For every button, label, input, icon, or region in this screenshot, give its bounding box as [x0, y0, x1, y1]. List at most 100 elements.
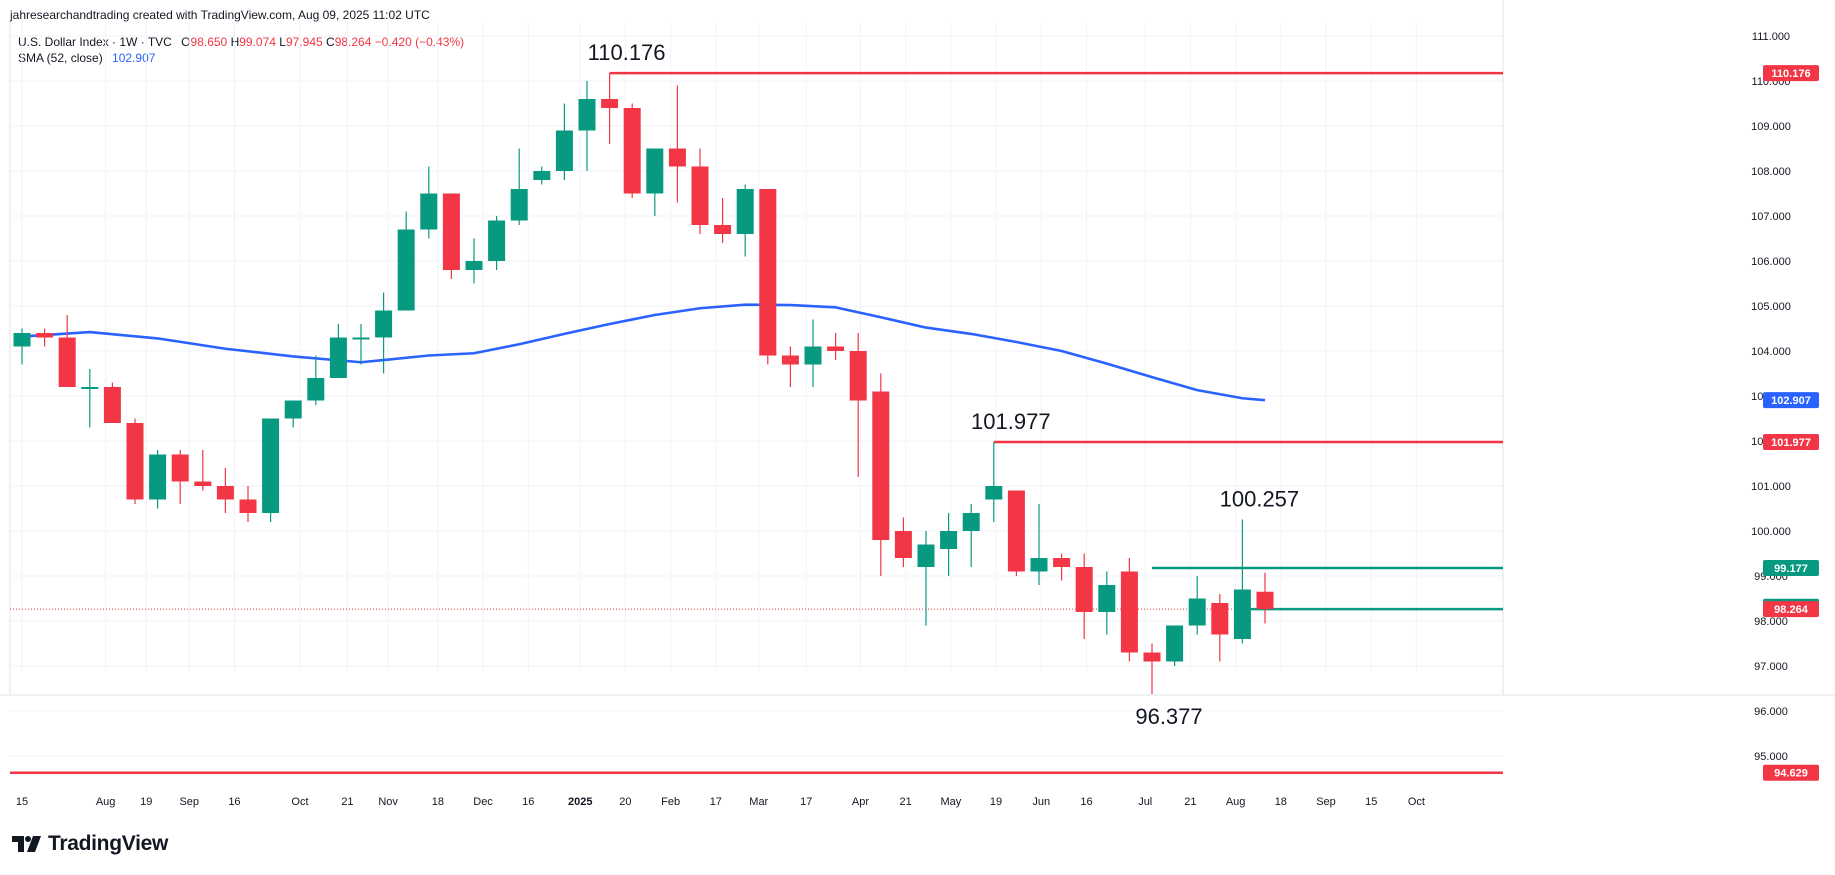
candle-body [284, 400, 302, 419]
candle [985, 442, 1003, 522]
time-tick-label: Sep [179, 796, 199, 808]
candle [58, 315, 76, 387]
candle-body [262, 418, 280, 513]
price-tick-label: 95.000 [1754, 751, 1788, 763]
price-tick-label: 104.000 [1751, 346, 1791, 358]
candles [13, 73, 1274, 695]
candle [940, 513, 958, 576]
time-tick-label: 19 [990, 796, 1002, 808]
time-tick-label: Aug [96, 796, 116, 808]
candle [646, 148, 664, 216]
candle-body [917, 544, 935, 567]
candle-body [149, 454, 167, 500]
candle [329, 324, 347, 378]
candle [804, 319, 822, 387]
symbol-name: U.S. Dollar Index · 1W · TVC [18, 35, 172, 49]
price-tag-label: 98.264 [1774, 604, 1809, 616]
candle-body [601, 99, 619, 108]
price-tick-label: 101.000 [1751, 481, 1791, 493]
price-tag-bg [1763, 434, 1819, 451]
candle [420, 166, 438, 239]
candle-body [804, 346, 822, 365]
candle [962, 504, 980, 567]
candle-body [872, 391, 890, 540]
candle [488, 216, 506, 270]
candle-body [1075, 567, 1093, 612]
candle-body [194, 481, 212, 486]
candle [465, 238, 483, 284]
time-tick-label: 2025 [568, 796, 592, 808]
candle-body [691, 166, 709, 225]
candle [691, 148, 709, 234]
candle-body [465, 261, 483, 270]
candle-body [1256, 591, 1274, 610]
price-tag-bg [1763, 764, 1819, 781]
candle-body [1053, 558, 1071, 567]
candle-body [239, 499, 257, 513]
price-tick-label: 98.000 [1754, 616, 1788, 628]
time-tick-label: 17 [800, 796, 812, 808]
time-tick-label: Dec [473, 796, 493, 808]
candle [623, 103, 641, 198]
candle [1166, 625, 1184, 666]
price-tag-label: 110.176 [1771, 68, 1810, 80]
price-tag-label: 101.977 [1771, 437, 1811, 449]
price-tag-98.264: 98.264 [1763, 601, 1819, 618]
candle [1053, 553, 1071, 581]
candle [149, 450, 167, 509]
candle [352, 324, 370, 365]
time-tick-label: 15 [16, 796, 28, 808]
candle [81, 369, 99, 428]
candle-body [510, 189, 528, 221]
candle [533, 166, 551, 185]
price-tick-label: 111.000 [1752, 31, 1790, 43]
sma-legend[interactable]: SMA (52, close) 102.907 [18, 51, 155, 65]
candle [194, 450, 212, 491]
candle-body [985, 486, 1003, 500]
candle [442, 193, 460, 279]
price-tag-99.177: 99.177 [1763, 560, 1819, 577]
time-tick-label: Aug [1226, 796, 1246, 808]
annotation-100.257: 100.257 [1220, 486, 1300, 511]
time-tick-label: Jun [1032, 796, 1050, 808]
candle [239, 486, 257, 522]
candle-body [352, 337, 370, 340]
candle [1143, 643, 1161, 695]
tradingview-logo[interactable]: TradingView [12, 832, 168, 856]
candle-body [1098, 585, 1116, 612]
annotation-96.377: 96.377 [1135, 704, 1202, 729]
candle [827, 333, 845, 360]
price-tag-label: 102.907 [1771, 395, 1811, 407]
candle [781, 346, 799, 387]
candle [1211, 594, 1229, 662]
time-tick-label: 16 [522, 796, 534, 808]
candle-body [420, 193, 438, 230]
time-tick-label: 21 [900, 796, 912, 808]
annotation-110.176: 110.176 [588, 40, 666, 65]
candle-body [555, 130, 573, 171]
candle [849, 333, 867, 477]
candle [714, 198, 732, 243]
price-tick-label: 97.000 [1754, 661, 1788, 673]
time-tick-label: Nov [378, 796, 398, 808]
price-tick-label: 109.000 [1751, 121, 1791, 133]
candle [171, 450, 189, 504]
candle-body [781, 355, 799, 365]
candle-body [646, 148, 664, 194]
price-tick-label: 108.000 [1751, 166, 1791, 178]
candle-body [849, 351, 867, 401]
chart-credit: jahresearchandtrading created with Tradi… [10, 8, 430, 22]
candle-body [1233, 589, 1251, 639]
candle-body [962, 513, 980, 531]
candle-body [714, 225, 732, 234]
time-tick-label: Mar [749, 796, 768, 808]
candle-body [103, 387, 121, 423]
time-tick-label: 18 [432, 796, 444, 808]
price-tag-110.176: 110.176 [1763, 65, 1819, 82]
candle [917, 531, 935, 626]
time-tick-label: 20 [619, 796, 631, 808]
candle-body [1166, 625, 1184, 662]
grid [10, 22, 1503, 757]
time-tick-label: 18 [1275, 796, 1287, 808]
